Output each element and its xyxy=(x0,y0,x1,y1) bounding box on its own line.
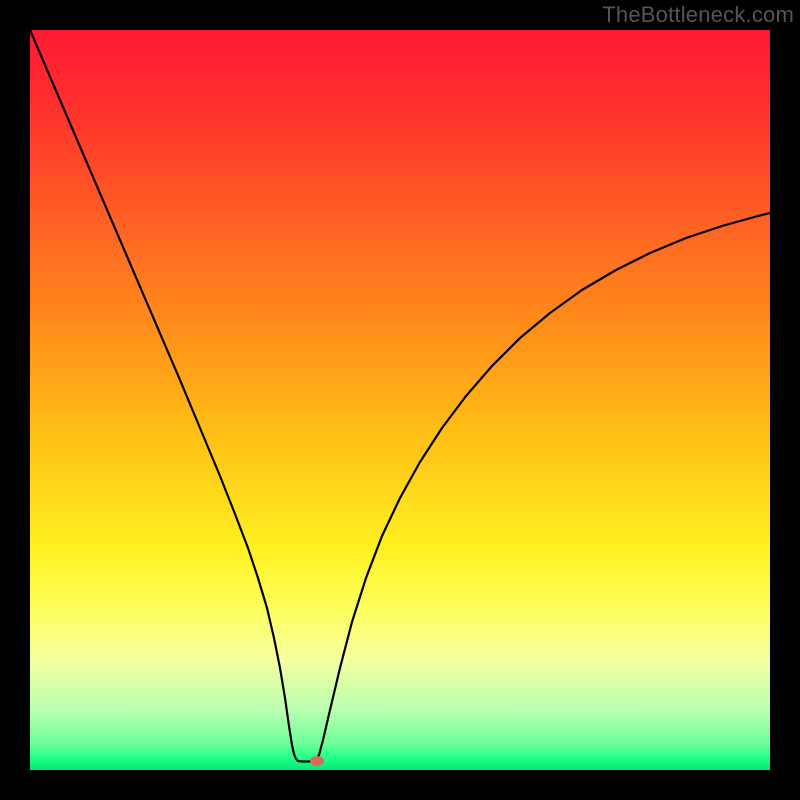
watermark-text: TheBottleneck.com xyxy=(602,2,794,28)
chart-container: TheBottleneck.com xyxy=(0,0,800,800)
bottleneck-curve xyxy=(30,30,770,770)
optimal-point-marker xyxy=(310,756,324,766)
plot-area xyxy=(30,30,770,770)
